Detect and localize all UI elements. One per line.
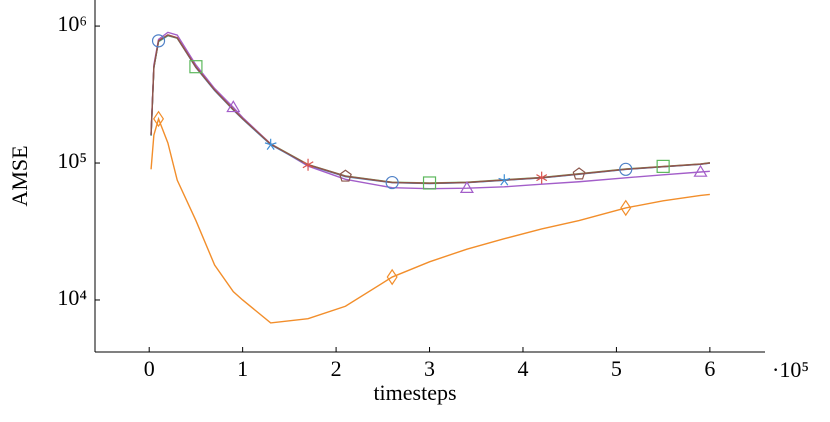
marker — [226, 100, 241, 113]
x-tick-label: 0 — [144, 356, 155, 381]
marker — [572, 167, 586, 180]
x-tick-label: 1 — [237, 356, 248, 381]
marker — [459, 181, 474, 193]
x-tick-label: 5 — [611, 356, 622, 381]
marker — [656, 159, 670, 173]
series-line — [150, 116, 710, 324]
x-tick-label: 3 — [424, 356, 435, 381]
y-tick-label: 10⁴ — [57, 285, 87, 310]
marker — [619, 162, 633, 176]
x-axis-label: timesteps — [373, 380, 456, 405]
marker — [264, 138, 277, 150]
marker — [498, 174, 511, 186]
marker — [151, 34, 166, 48]
marker — [620, 199, 632, 217]
marker — [693, 164, 708, 177]
marker — [189, 60, 203, 74]
y-tick-label: 10⁶ — [57, 11, 87, 36]
marker — [422, 176, 437, 190]
y-tick-label: 10⁵ — [57, 148, 87, 173]
x-multiplier: ·10⁵ — [772, 357, 809, 382]
x-tick-label: 6 — [704, 356, 715, 381]
marker — [386, 268, 398, 286]
x-tick-label: 2 — [331, 356, 342, 381]
y-axis-label: AMSE — [7, 145, 32, 206]
series-line — [150, 34, 710, 185]
x-tick-label: 4 — [517, 356, 528, 381]
marker — [153, 110, 165, 128]
marker — [385, 175, 399, 190]
marker — [302, 158, 314, 171]
marker — [339, 169, 352, 182]
series-line — [150, 31, 710, 190]
marker — [536, 171, 548, 184]
